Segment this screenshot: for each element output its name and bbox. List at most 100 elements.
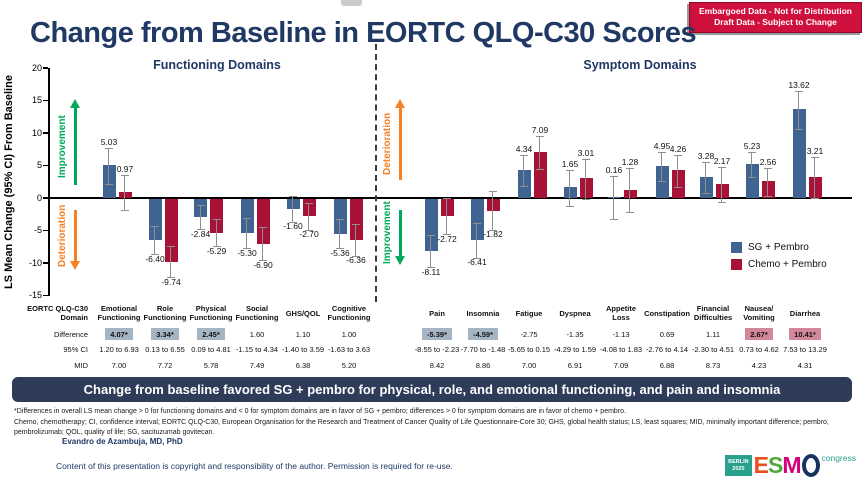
bar-value-label: 4.95 [653, 140, 671, 151]
error-bar-financial-difficulties [702, 161, 710, 194]
legend-item-chemo-pembro: Chemo + Pembro [731, 259, 827, 270]
sg-pembro-swatch [731, 242, 742, 253]
symptom-domains-header: Symptom Domains [583, 58, 697, 72]
y-tick [43, 99, 48, 102]
error-bar-diarrhea [811, 156, 819, 200]
table-cell-header-physical-functioning: Physical Functioning [189, 304, 233, 322]
row-label-header: EORTC QLQ-C30 Domain [27, 304, 88, 322]
error-bar-appetite-loss [626, 168, 634, 214]
y-axis [48, 68, 50, 296]
y-tick [43, 132, 48, 134]
table-cell-mid-financial-difficulties: 8.73 [705, 360, 721, 370]
y-tick [43, 197, 48, 199]
error-bar-role-functioning [151, 225, 159, 256]
esmo-letter-e: E [753, 452, 769, 478]
error-bar-cognitive-functioning [352, 223, 360, 257]
table-cell-ci-physical-functioning: 0.09 to 4.81 [191, 344, 231, 354]
table-cell-difference-appetite-loss: -1.13 [612, 329, 630, 339]
table-cell-ci-pain: -8.55 to -2.23 [414, 344, 460, 354]
bar-value-label: 4.34 [515, 143, 533, 154]
bar-value-label: 3.21 [806, 145, 824, 156]
table-spacer [372, 326, 414, 342]
table-cell-header-fatigue: Fatigue [515, 308, 543, 318]
chemo-pembro-bar-role-functioning [164, 198, 178, 262]
esmo-letter-m: M [782, 452, 801, 478]
table-cell-ci-diarrhea: 7.53 to 13.29 [783, 344, 827, 354]
table-cell-difference-role-functioning: 3.34* [142, 326, 188, 342]
deterioration-label: Deterioration [57, 204, 68, 267]
error-bar-constipation [658, 151, 666, 183]
table-cell-ci-fatigue: -5.65 to 0.15 [507, 344, 551, 354]
table-cell-ci-social-functioning: -1.15 to 4.34 [235, 344, 279, 354]
table-cell-ci-role-functioning: 0.13 to 6.55 [145, 344, 185, 354]
table-cell-header-emotional-functioning: Emotional Functioning [97, 304, 141, 322]
table-cell-header-ghs-qol: GHS/QOL [285, 308, 321, 318]
deterioration-arrowhead [70, 261, 81, 270]
bar-value-label: 1.65 [561, 158, 579, 169]
y-tick [43, 229, 48, 232]
embargo-badge: Embargoed Data - Not for Distribution Dr… [689, 2, 862, 33]
row-label-difference: Difference [53, 329, 88, 339]
error-bar-ghs-qol [305, 202, 313, 231]
logo-venue: BERLIN [728, 458, 749, 465]
berlin-2025-box: BERLIN 2025 [725, 454, 752, 477]
bar-value-label: 3.28 [697, 150, 715, 161]
table-cell-ci-emotional-functioning: 1.20 to 6.93 [99, 344, 139, 354]
footnotes: *Differences in overall LS mean change >… [14, 407, 856, 439]
deterioration-label: Deterioration [382, 112, 393, 176]
improvement-arrow [399, 210, 402, 256]
bar-value-label: -6.40 [145, 253, 165, 264]
y-tick-label: 20 [31, 62, 42, 73]
table-cell-mid-dyspnea: 6.91 [567, 360, 583, 370]
table-cell-mid-nausea-vomiting: 4.23 [751, 360, 767, 370]
error-bar-nausea-vomiting [748, 151, 756, 179]
table-cell-difference-fatigue: -2.75 [520, 329, 538, 339]
table-cell-ci-appetite-loss: -4.08 to 1.83 [599, 344, 643, 354]
table-cell-mid-cognitive-functioning: 5.20 [341, 360, 357, 370]
window-drag-handle [341, 0, 362, 6]
bar-value-label: -9.74 [161, 276, 181, 287]
bar-value-label: 0.97 [116, 163, 134, 174]
bar-value-label: 1.28 [621, 157, 639, 168]
y-tick [43, 294, 48, 297]
bar-value-label: -5.36 [330, 247, 350, 258]
table-cell-ci-financial-difficulties: -2.30 to 4.51 [691, 344, 735, 354]
error-bar-nausea-vomiting [764, 167, 772, 197]
table-cell-mid-fatigue: 7.00 [521, 360, 537, 370]
improvement-label: Improvement [57, 115, 68, 178]
summary-table: EORTC QLQ-C30 Domain Emotional Functioning… [4, 300, 828, 374]
improvement-arrowhead [395, 256, 406, 265]
table-cell-difference-diarrhea: 10.41* [782, 326, 828, 342]
esmo-letter-s: S [767, 452, 783, 478]
y-tick-label: -15 [28, 290, 42, 300]
y-tick-label: -10 [28, 257, 42, 268]
error-bar-role-functioning [167, 246, 175, 279]
error-bar-financial-difficulties [718, 166, 726, 203]
bar-value-label: -1.60 [283, 221, 303, 232]
y-tick [43, 262, 48, 264]
table-cell-difference-emotional-functioning: 4.07* [96, 326, 142, 342]
error-bar-insomnia [473, 222, 481, 259]
esmo-letter-o [801, 454, 820, 477]
bar-value-label: -5.30 [237, 247, 257, 258]
bar-value-label: 3.01 [577, 147, 595, 158]
table-cell-header-cognitive-functioning: Cognitive Functioning [327, 304, 371, 322]
logo-year: 2025 [732, 465, 745, 472]
page-title: Change from Baseline in EORTC QLQ-C30 Sc… [30, 17, 697, 49]
row-label-ci: 95% CI [63, 344, 88, 354]
table-cell-ci-insomnia: -7.70 to -1.48 [460, 344, 506, 354]
bar-value-label: -6.90 [253, 259, 273, 270]
bar-value-label: -6.41 [467, 257, 487, 268]
legend: SG + Pembro Chemo + Pembro [731, 242, 827, 276]
bar-value-label: 5.03 [100, 136, 118, 147]
legend-label: SG + Pembro [748, 242, 809, 253]
bar-value-label: 13.62 [788, 79, 810, 90]
table-cell-ci-constipation: -2.76 to 4.14 [645, 344, 689, 354]
table-cell-difference-ghs-qol: 1.10 [295, 329, 311, 339]
error-bar-insomnia [489, 190, 497, 231]
table-cell-difference-nausea-vomiting: 2.67* [736, 326, 782, 342]
table-cell-mid-emotional-functioning: 7.00 [111, 360, 127, 370]
zero-baseline [48, 197, 852, 199]
bar-value-label: -2.84 [190, 228, 211, 239]
